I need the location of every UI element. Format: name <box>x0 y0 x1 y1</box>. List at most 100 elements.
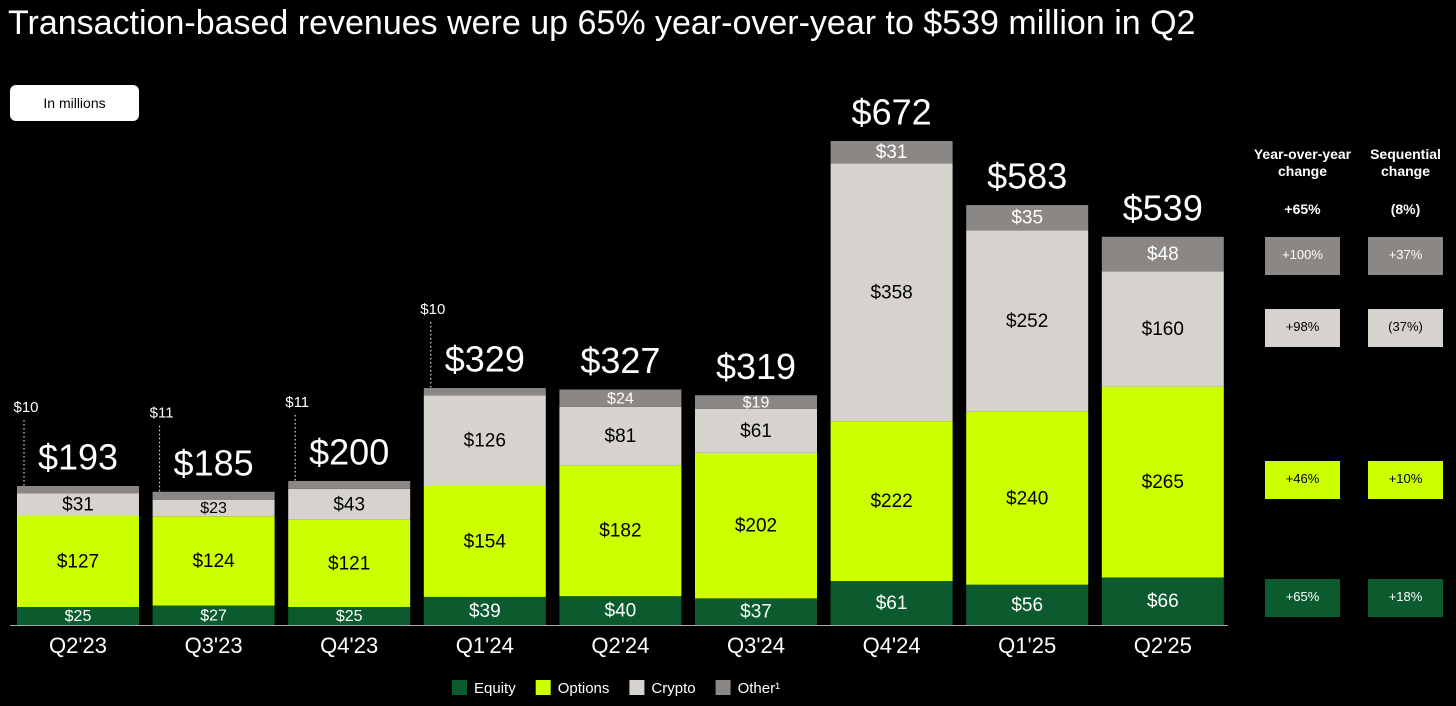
bar-segment <box>830 163 953 422</box>
table-total: +65% <box>1284 201 1321 217</box>
value-label: $358 <box>870 282 912 303</box>
bar-segment <box>152 499 275 517</box>
value-label: $40 <box>605 601 637 622</box>
value-label: $61 <box>876 593 908 614</box>
bar-segment <box>966 205 1089 231</box>
change-cell: +65% <box>1265 579 1340 617</box>
x-tick-label: Q1'24 <box>456 633 514 658</box>
table-header: Year-over-year change <box>1253 146 1352 179</box>
change-cell: +98% <box>1265 309 1340 347</box>
bar-segment <box>966 584 1089 625</box>
legend-swatch <box>535 680 551 695</box>
bar-segment <box>423 388 546 396</box>
legend-label: Other¹ <box>738 680 781 697</box>
bar-segment <box>288 606 411 625</box>
total-label: $539 <box>1123 187 1203 228</box>
x-tick-label: Q1'25 <box>998 633 1056 658</box>
change-cell: +37% <box>1368 237 1443 275</box>
x-tick-label: Q2'23 <box>49 633 107 658</box>
value-label: $182 <box>599 521 641 542</box>
bar-segment <box>17 515 139 607</box>
bar-segment <box>1101 271 1224 387</box>
value-label: $124 <box>192 551 235 572</box>
legend-label: Equity <box>474 680 516 697</box>
bar-segment <box>966 411 1089 585</box>
bar-segment <box>152 491 275 500</box>
total-label: $327 <box>580 340 660 381</box>
bar-segment <box>17 493 139 516</box>
bar-segment <box>695 598 817 625</box>
x-tick-label: Q4'23 <box>320 633 378 658</box>
value-label: $81 <box>605 426 637 447</box>
value-label: $39 <box>469 601 501 622</box>
bar-segment <box>559 465 682 597</box>
value-label: $48 <box>1147 244 1179 265</box>
change-cell: (37%) <box>1368 309 1443 347</box>
legend-label: Crypto <box>651 680 695 697</box>
bar-segment <box>830 421 953 582</box>
total-label: $193 <box>38 437 118 478</box>
table-total: (8%) <box>1390 201 1421 217</box>
value-label: $23 <box>200 500 227 517</box>
unit-note: In millions <box>10 85 139 121</box>
legend-swatch <box>629 680 645 695</box>
total-label: $583 <box>987 156 1067 197</box>
bar-segment <box>1101 386 1224 578</box>
value-label: $121 <box>328 553 370 574</box>
value-label: $11 <box>150 405 174 422</box>
total-label: $672 <box>852 92 932 133</box>
value-label: $160 <box>1142 319 1184 340</box>
value-label: $202 <box>735 516 777 537</box>
value-label: $43 <box>333 494 365 515</box>
change-cell: +10% <box>1368 461 1443 499</box>
value-label: $126 <box>464 431 506 452</box>
value-label: $265 <box>1142 472 1184 493</box>
value-label: $24 <box>607 390 634 407</box>
x-tick-label: Q4'24 <box>863 633 921 658</box>
value-label: $240 <box>1006 488 1048 509</box>
bar-segment <box>423 596 546 625</box>
bar-segment <box>1101 236 1224 272</box>
value-label: $25 <box>336 608 363 625</box>
bar-segment <box>288 480 411 489</box>
legend-swatch <box>715 680 731 695</box>
bar-segment <box>17 485 139 494</box>
value-label: $10 <box>13 399 38 416</box>
value-label: $222 <box>870 491 912 512</box>
value-label: $35 <box>1011 208 1043 229</box>
value-label: $56 <box>1011 595 1043 616</box>
bar-segment <box>288 519 411 607</box>
x-tick-label: Q3'24 <box>727 633 785 658</box>
bar-segment <box>423 395 546 486</box>
value-label: $10 <box>420 301 445 318</box>
bar-segment <box>559 596 682 625</box>
table-header: Sequential change <box>1370 146 1441 179</box>
value-label: $252 <box>1006 311 1048 332</box>
value-label: $66 <box>1147 591 1179 612</box>
bar-segment <box>559 406 682 466</box>
value-label: $154 <box>464 531 507 552</box>
x-tick-label: Q2'25 <box>1134 633 1192 658</box>
value-label: $127 <box>57 551 99 572</box>
bar-segment <box>559 389 682 407</box>
bar-segment <box>830 581 953 625</box>
bar-segment <box>17 606 139 625</box>
x-tick-label: Q3'23 <box>185 633 243 658</box>
bar-segment <box>695 395 817 409</box>
bar-segment <box>695 452 817 599</box>
bar-segment <box>830 141 953 164</box>
value-label: $19 <box>743 394 770 411</box>
bar-segment <box>152 605 275 625</box>
bar-segment <box>966 230 1089 412</box>
legend-label: Options <box>558 680 610 697</box>
bar-segment <box>423 485 546 597</box>
total-label: $329 <box>445 339 525 380</box>
total-label: $319 <box>716 346 796 387</box>
change-cell: +18% <box>1368 579 1443 617</box>
bar-segment <box>152 516 275 606</box>
bar-segment <box>695 408 817 453</box>
change-cell: +100% <box>1265 237 1340 275</box>
value-label: $37 <box>740 602 772 623</box>
